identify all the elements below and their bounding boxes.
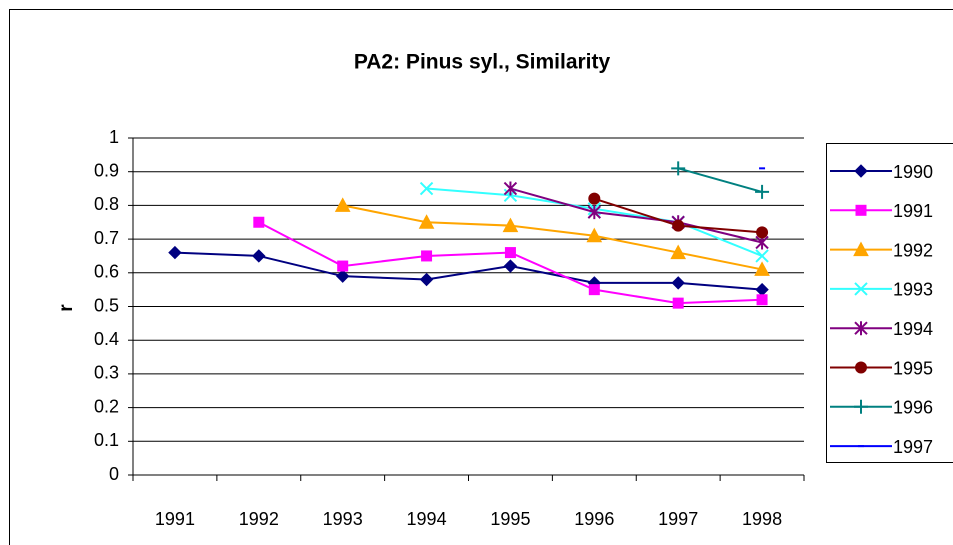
y-tick-label: 0.5 [94,295,119,315]
legend-label: 1997 [893,437,933,457]
marker [671,276,685,290]
marker [335,269,350,283]
marker [421,250,433,262]
x-tick-label: 1997 [658,509,698,529]
y-tick-label: 0.8 [94,194,119,214]
legend-label: 1994 [893,319,933,339]
marker [756,226,769,239]
marker [854,321,868,336]
y-axis-label: r [56,304,77,312]
series-line [677,167,763,193]
marker [588,192,601,205]
marker [588,284,600,296]
marker [503,259,518,273]
y-tick-label: 0.7 [94,228,119,248]
x-tick-label: 1998 [742,509,782,529]
marker [334,197,351,212]
marker [502,217,519,233]
marker [854,282,868,296]
marker [755,249,769,263]
marker [586,227,603,243]
series-line [174,251,763,291]
legend-label: 1996 [893,398,933,418]
y-tick-label: 1 [109,127,119,147]
marker [672,219,685,232]
marker [504,247,516,259]
marker [337,260,349,272]
legend-label: 1991 [893,201,933,221]
y-tick-label: 0.1 [94,430,119,450]
marker [853,241,869,257]
y-tick-label: 0.6 [94,262,119,282]
y-tick-label: 0.9 [94,160,119,180]
x-tick-label: 1993 [323,509,363,529]
legend-label: 1992 [893,240,933,260]
y-tick-label: 0 [109,464,119,484]
y-tick-label: 0.4 [94,329,119,349]
marker [419,181,434,196]
marker [168,245,182,260]
legend-label: 1990 [893,162,933,182]
marker [671,161,686,176]
y-tick-label: 0.3 [94,363,119,383]
x-tick-label: 1992 [239,509,279,529]
marker [672,297,684,309]
x-tick-label: 1995 [490,509,530,529]
chart-title: PA2: Pinus syl., Similarity [354,51,611,74]
x-tick-label: 1996 [574,509,614,529]
marker [418,214,435,229]
marker [587,205,602,220]
y-tick-label: 0.2 [94,396,119,416]
marker [855,361,867,374]
x-tick-label: 1991 [155,509,195,529]
marker [854,164,868,178]
marker [755,184,770,199]
marker [854,399,868,414]
marker [756,294,768,306]
marker [855,204,867,216]
legend-label: 1995 [893,358,933,378]
legend-box [826,143,953,463]
marker [503,181,518,196]
series-line [510,187,763,244]
marker [253,216,265,228]
legend-label: 1993 [893,280,933,300]
marker [252,249,266,263]
marker [670,244,687,260]
chart-border [9,9,953,545]
x-tick-label: 1994 [407,509,447,529]
series-line [342,204,763,271]
marker [419,272,434,287]
marker [754,261,770,276]
